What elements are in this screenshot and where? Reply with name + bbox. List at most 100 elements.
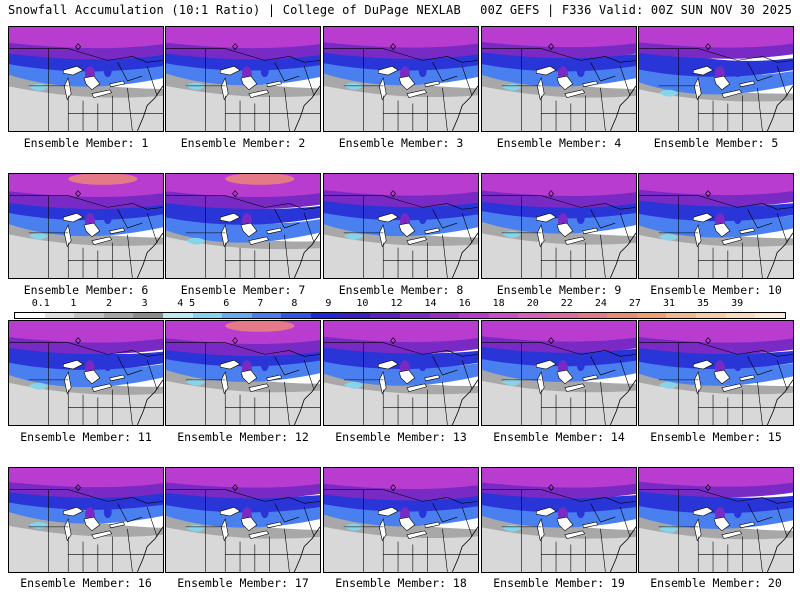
colorbar-swatch (459, 313, 489, 318)
colorbar-tick-label: 3 (141, 298, 148, 309)
colorbar-swatch (192, 313, 223, 318)
ensemble-map-panel (8, 320, 164, 426)
colorbar-tick-label: 20 (526, 298, 539, 309)
colorbar-swatch (725, 313, 756, 318)
snowfall-map (9, 468, 163, 572)
ensemble-member-caption: Ensemble Member: 1 (23, 136, 149, 150)
ensemble-map-panel (165, 467, 321, 573)
ensemble-map-panel (638, 26, 794, 132)
ensemble-map-panel (638, 320, 794, 426)
colorbar-tick-label: 7 (257, 298, 264, 309)
ensemble-map-panel (323, 173, 479, 279)
colorbar-swatch (74, 313, 104, 318)
colorbar-swatch (340, 313, 371, 318)
colorbar-swatch (518, 313, 548, 318)
snowfall-map (639, 468, 793, 572)
colorbar-tick-label: 24 (594, 298, 607, 309)
colorbar-swatch (547, 313, 578, 318)
snowfall-map (482, 27, 636, 131)
ensemble-member-caption: Ensemble Member: 16 (20, 576, 152, 590)
chart-title: Snowfall Accumulation (10:1 Ratio) | Col… (8, 3, 461, 17)
ensemble-member-caption: Ensemble Member: 20 (650, 576, 782, 590)
ensemble-map-panel (481, 173, 637, 279)
colorbar-swatch (607, 313, 637, 318)
colorbar-tick-label: 16 (458, 298, 471, 309)
colorbar-swatch (399, 313, 430, 318)
ensemble-member-caption: Ensemble Member: 19 (493, 576, 625, 590)
colorbar-tick-label: 12 (390, 298, 403, 309)
colorbar-swatch (429, 313, 460, 318)
colorbar-swatch (15, 313, 45, 318)
colorbar-swatch (636, 313, 667, 318)
snowfall-map (166, 321, 320, 425)
ensemble-member-caption: Ensemble Member: 15 (650, 430, 782, 444)
snowfall-map (482, 174, 636, 278)
colorbar-tick-label: 5 (189, 298, 196, 309)
ensemble-member-caption: Ensemble Member: 14 (493, 430, 625, 444)
snowfall-map (324, 27, 478, 131)
colorbar-tick-label: 2 (105, 298, 113, 309)
ensemble-member-caption: Ensemble Member: 3 (338, 136, 464, 150)
ensemble-member-caption: Ensemble Member: 18 (335, 576, 467, 590)
ensemble-map-panel (165, 26, 321, 132)
ensemble-member-caption: Ensemble Member: 8 (338, 283, 464, 297)
colorbar-swatch (666, 313, 697, 318)
ensemble-map-panel (165, 173, 321, 279)
colorbar-tick-label: 10 (356, 298, 369, 309)
snowfall-map (9, 27, 163, 131)
colorbar-swatch (755, 313, 785, 318)
snowfall-map (9, 321, 163, 425)
colorbar-swatch (370, 313, 400, 318)
ensemble-member-caption: Ensemble Member: 17 (177, 576, 309, 590)
ensemble-map-panel (8, 467, 164, 573)
colorbar-labels: 0.1 1 2 3 4 5 6 7 8 9 10 12 14 16 18 20 22 24 27 31 35 39 (14, 298, 786, 310)
ensemble-map-panel (323, 26, 479, 132)
ensemble-map-panel (481, 320, 637, 426)
ensemble-member-caption: Ensemble Member: 2 (180, 136, 306, 150)
colorbar-tick-label: 35 (697, 298, 710, 309)
ensemble-member-caption: Ensemble Member: 10 (650, 283, 782, 297)
colorbar-tick-label: 18 (492, 298, 505, 309)
model-run-info: 00Z GEFS | F336 Valid: 00Z SUN NOV 30 20… (480, 3, 792, 17)
colorbar-swatch (281, 313, 312, 318)
ensemble-map-panel (8, 26, 164, 132)
snowfall-map (324, 321, 478, 425)
colorbar-tick-label: 4 (177, 298, 184, 309)
snowfall-map (639, 321, 793, 425)
colorbar-tick-label: 14 (424, 298, 437, 309)
snowfall-map (482, 321, 636, 425)
ensemble-member-caption: Ensemble Member: 5 (653, 136, 779, 150)
colorbar-swatch (222, 313, 252, 318)
ensemble-member-caption: Ensemble Member: 4 (496, 136, 622, 150)
ensemble-member-caption: Ensemble Member: 6 (23, 283, 149, 297)
snowfall-map (639, 174, 793, 278)
colorbar-tick-label: 22 (560, 298, 573, 309)
ensemble-map-panel (165, 320, 321, 426)
colorbar-swatch (163, 313, 193, 318)
colorbar-swatch (133, 313, 164, 318)
colorbar-tick-label: 9 (325, 298, 332, 309)
snowfall-map (166, 174, 320, 278)
snowfall-map (639, 27, 793, 131)
colorbar-tick-label: 8 (291, 298, 298, 309)
ensemble-map-panel (638, 173, 794, 279)
colorbar-tick-label: 27 (628, 298, 641, 309)
ensemble-map-panel (8, 173, 164, 279)
snowfall-map (166, 468, 320, 572)
snowfall-map (9, 174, 163, 278)
colorbar-swatch (577, 313, 608, 318)
colorbar-tick-label: 31 (662, 298, 675, 309)
snowfall-map (482, 468, 636, 572)
colorbar-swatch (696, 313, 726, 318)
ensemble-map-panel (323, 320, 479, 426)
ensemble-member-caption: Ensemble Member: 13 (335, 430, 467, 444)
colorbar (14, 312, 786, 319)
ensemble-map-panel (481, 26, 637, 132)
ensemble-member-caption: Ensemble Member: 11 (20, 430, 152, 444)
colorbar-tick-label: 1 (70, 298, 77, 309)
snowfall-map (324, 468, 478, 572)
colorbar-swatch (488, 313, 519, 318)
ensemble-member-caption: Ensemble Member: 7 (180, 283, 306, 297)
ensemble-map-panel (323, 467, 479, 573)
colorbar-swatch (44, 313, 75, 318)
